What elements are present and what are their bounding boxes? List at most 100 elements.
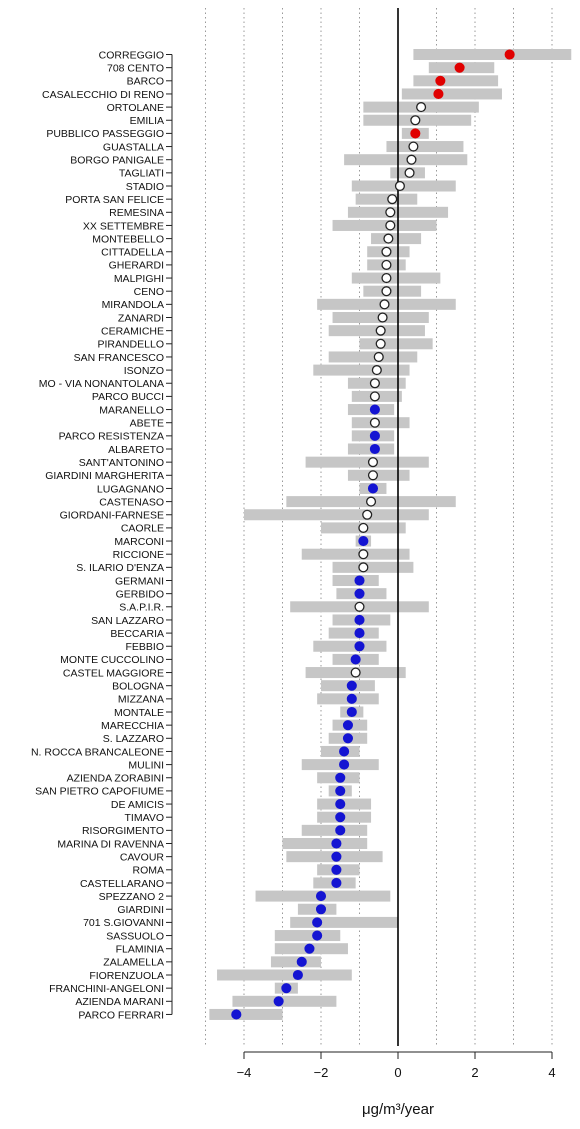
station-label: S. LAZZARO: [103, 733, 164, 745]
interval-bar: [329, 351, 418, 362]
x-tick-label: 2: [471, 1065, 478, 1080]
estimate-point: [382, 261, 391, 270]
interval-bar: [302, 825, 367, 836]
station-label: MIZZANA: [118, 694, 164, 706]
interval-bar: [413, 49, 571, 60]
station-label: AZIENDA MARANI: [75, 996, 164, 1008]
station-label: GHERARDI: [109, 260, 164, 272]
station-label: TIMAVO: [125, 812, 164, 824]
station-label: MARINA DI RAVENNA: [57, 838, 164, 850]
station-label: MONTEBELLO: [92, 233, 164, 245]
x-tick-label: 0: [394, 1065, 401, 1080]
estimate-point: [336, 813, 345, 822]
station-label: XX SETTEMBRE: [83, 220, 164, 232]
interval-bar: [306, 457, 429, 468]
interval-bar: [363, 286, 421, 297]
station-label: SPEZZANO 2: [99, 891, 165, 903]
station-label: MULINI: [128, 759, 164, 771]
estimate-point: [336, 787, 345, 796]
x-axis-title: μg/m³/year: [362, 1101, 434, 1118]
estimate-point: [367, 497, 376, 506]
estimate-point: [317, 892, 326, 901]
estimate-point: [388, 195, 397, 204]
station-label: ZANARDI: [118, 312, 164, 324]
interval-bar: [329, 628, 379, 639]
station-label: CASTENASO: [99, 496, 164, 508]
estimate-point: [317, 905, 326, 914]
station-label: GIORDANI-FARNESE: [60, 510, 164, 522]
interval-bar: [313, 641, 386, 652]
estimate-point: [407, 155, 416, 164]
station-label: REMESINA: [109, 207, 164, 219]
estimate-point: [374, 353, 383, 362]
station-label: MONTALE: [114, 707, 164, 719]
station-label: RISORGIMENTO: [82, 825, 164, 837]
estimate-point: [294, 971, 303, 980]
station-label: SAN LAZZARO: [91, 615, 164, 627]
station-label: GIARDINI MARGHERITA: [45, 470, 164, 482]
estimate-point: [369, 458, 378, 467]
estimate-point: [411, 129, 420, 138]
interval-bar: [271, 956, 321, 967]
estimate-point: [305, 944, 314, 953]
station-label: FEBBIO: [125, 641, 164, 653]
estimate-point: [371, 379, 380, 388]
station-label: MALPIGHI: [114, 273, 164, 285]
x-tick-label: −2: [314, 1065, 329, 1080]
station-label: MARECCHIA: [101, 720, 164, 732]
interval-bar: [402, 88, 502, 99]
station-label: MO - VIA NONANTOLANA: [39, 378, 164, 390]
station-label: CENO: [134, 286, 164, 298]
interval-bar: [344, 154, 467, 165]
estimate-point: [409, 142, 418, 151]
station-label: DE AMICIS: [111, 799, 164, 811]
estimate-point: [332, 852, 341, 861]
estimate-point: [359, 550, 368, 559]
interval-bar: [356, 194, 418, 205]
station-label: N. ROCCA BRANCALEONE: [31, 746, 164, 758]
station-label: CASALECCHIO DI RENO: [42, 89, 164, 101]
station-label: BORGO PANIGALE: [70, 155, 164, 167]
estimate-point: [347, 708, 356, 717]
station-label: 708 CENTO: [107, 62, 164, 74]
x-axis: −4 −2 0 2 4: [237, 1052, 556, 1080]
estimate-point: [355, 602, 364, 611]
y-axis: [166, 55, 172, 1015]
station-label: SANT'ANTONINO: [79, 457, 164, 469]
estimate-point: [351, 655, 360, 664]
estimate-point: [371, 445, 380, 454]
station-label: ALBARETO: [108, 444, 164, 456]
estimate-point: [380, 300, 389, 309]
estimate-point: [332, 879, 341, 888]
estimate-point: [336, 826, 345, 835]
interval-bar: [313, 365, 409, 376]
x-tick-label: 4: [548, 1065, 555, 1080]
station-label: GERMANI: [115, 575, 164, 587]
interval-bar: [352, 417, 410, 428]
interval-bar: [360, 338, 433, 349]
interval-bar: [302, 549, 410, 560]
interval-bar: [217, 970, 352, 981]
estimate-point: [313, 931, 322, 940]
station-label: ABETE: [130, 418, 164, 430]
estimate-point: [355, 616, 364, 625]
estimate-point: [274, 997, 283, 1006]
estimate-point: [369, 471, 378, 480]
estimate-point: [386, 208, 395, 217]
estimate-point: [371, 392, 380, 401]
station-label: RICCIONE: [113, 549, 164, 561]
interval-bar: [275, 930, 340, 941]
station-label: MARANELLO: [99, 404, 164, 416]
station-label: SAN PIETRO CAPOFIUME: [35, 786, 164, 798]
interval-bar: [352, 273, 441, 284]
station-label: ISONZO: [124, 365, 164, 377]
estimate-point: [436, 76, 445, 85]
estimate-point: [376, 339, 385, 348]
estimate-point: [417, 103, 426, 112]
station-label: 701 S.GIOVANNI: [83, 917, 164, 929]
station-label: MONTE CUCCOLINO: [60, 654, 164, 666]
station-label: GERBIDO: [116, 588, 164, 600]
interval-bar: [333, 220, 437, 231]
estimate-point: [355, 576, 364, 585]
